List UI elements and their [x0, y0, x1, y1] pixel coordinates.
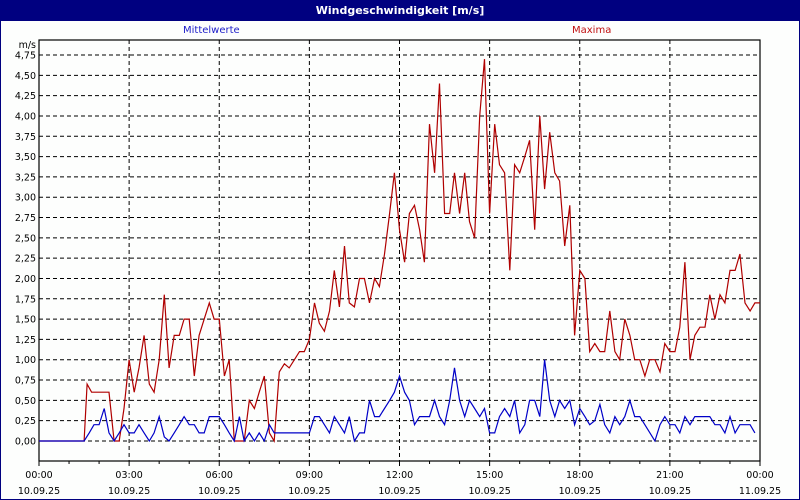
x-tick-time: 00:00	[746, 470, 773, 481]
x-tick-date: 10.09.25	[18, 486, 60, 497]
x-tick-date: 10.09.25	[108, 486, 150, 497]
y-tick-label: 2,25	[15, 254, 36, 265]
y-tick-label: 0,75	[15, 376, 36, 387]
x-axis-labels: 00:00 10.09.25 03:00 10.09.25 06:00 10.09.25 0…	[18, 470, 781, 497]
y-tick-label: 1,75	[15, 294, 36, 305]
y-tick-label: 4,75	[15, 51, 36, 62]
y-tick-label: 3,50	[15, 152, 36, 163]
x-tick-time: 18:00	[566, 470, 593, 481]
x-tick-time: 09:00	[296, 470, 323, 481]
y-tick-label: 3,75	[15, 132, 36, 143]
y-tick-label: 1,00	[15, 355, 36, 366]
y-tick-label: 3,00	[15, 193, 36, 204]
series-maxima-line	[39, 59, 760, 443]
x-tick-date: 10.09.25	[288, 486, 330, 497]
x-tick-date: 10.09.25	[378, 486, 420, 497]
x-tick-time: 12:00	[386, 470, 413, 481]
y-axis-labels: 0,00 0,25 0,50 0,75 1,00 1,25 1,50 1,75 2,00 2,25…	[15, 40, 36, 448]
x-tick-time: 21:00	[656, 470, 683, 481]
y-tick-label: 1,50	[15, 315, 36, 326]
y-tick-label: 0,50	[15, 396, 36, 407]
y-tick-label: 2,00	[15, 274, 36, 285]
x-tick-time: 15:00	[476, 470, 503, 481]
y-tick-label: 4,25	[15, 91, 36, 102]
grid-lines	[39, 40, 760, 461]
y-unit-label: m/s	[19, 40, 36, 51]
y-tick-label: 0,25	[15, 416, 36, 427]
y-tick-label: 2,50	[15, 233, 36, 244]
y-tick-label: 3,25	[15, 172, 36, 183]
legend-maxima: Maxima	[572, 25, 612, 36]
y-tick-label: 2,75	[15, 213, 36, 224]
x-tick-date: 10.09.25	[468, 486, 510, 497]
x-tick-date: 10.09.25	[559, 486, 601, 497]
x-tick-time: 06:00	[206, 470, 233, 481]
y-tick-label: 4,00	[15, 111, 36, 122]
x-tick-date: 11.09.25	[739, 486, 781, 497]
y-tick-label: 0,00	[15, 437, 36, 448]
y-tick-label: 4,50	[15, 71, 36, 82]
x-tick-date: 10.09.25	[198, 486, 240, 497]
y-tick-label: 1,25	[15, 335, 36, 346]
x-tick-date: 10.09.25	[649, 486, 691, 497]
series-mittelwerte-line	[39, 359, 756, 443]
x-tick-time: 00:00	[25, 470, 52, 481]
legend-mittelwerte: Mittelwerte	[183, 25, 240, 36]
x-tick-time: 03:00	[115, 470, 142, 481]
window-title: Windgeschwindigkeit [m/s]	[1, 1, 799, 21]
plot-frame	[38, 39, 761, 466]
